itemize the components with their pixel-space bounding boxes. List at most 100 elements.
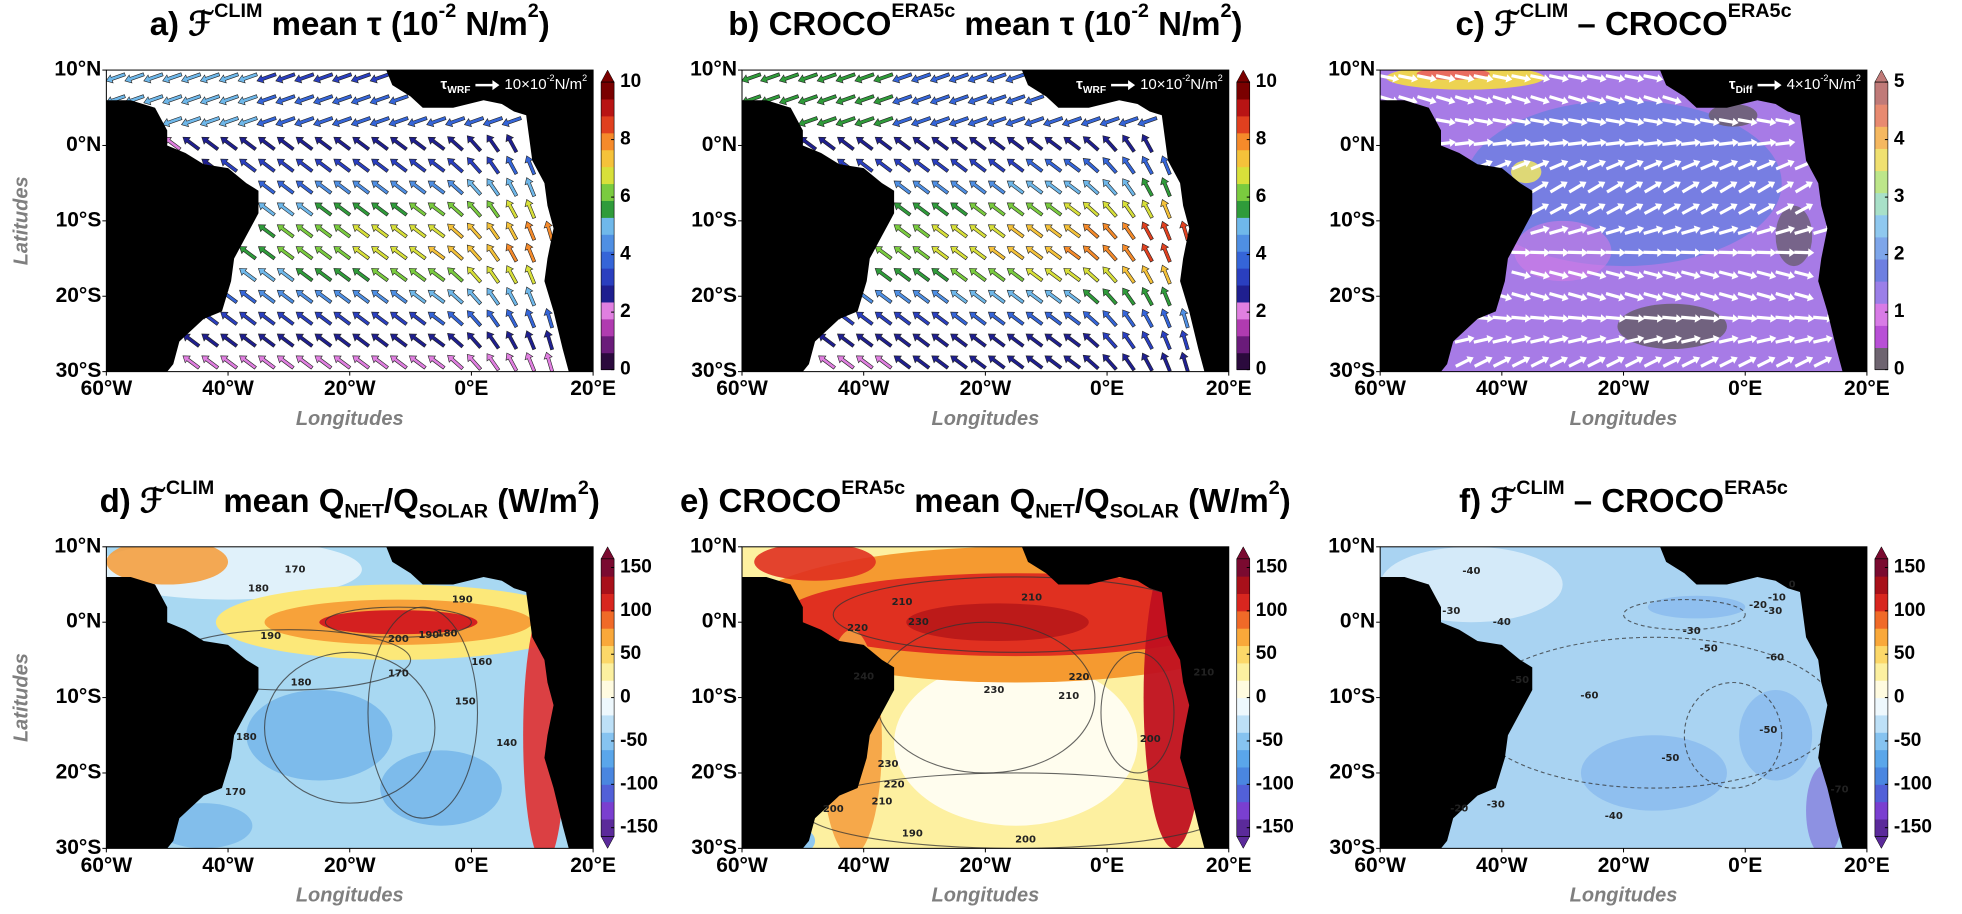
wind-arrow [1082, 201, 1100, 218]
wind-arrow [314, 268, 333, 283]
field-shading [1617, 303, 1727, 350]
contour-label: -30 [1487, 800, 1505, 811]
contour-label: -30 [1683, 626, 1701, 637]
wind-arrow [524, 220, 537, 241]
wind-arrow [1775, 225, 1795, 235]
wind-arrow [855, 136, 874, 151]
wind-arrow [1042, 116, 1064, 128]
colorbar-swatch [1236, 784, 1250, 803]
wind-arrow [1624, 314, 1645, 323]
wind-arrow [931, 136, 950, 151]
wind-arrow [874, 333, 893, 348]
colorbar-swatch [1236, 680, 1250, 699]
x-tick-label: 0°E [454, 854, 488, 877]
x-tick-label: 20°W [960, 377, 1012, 400]
x-tick-label: 20°E [570, 854, 616, 877]
wind-arrow [1737, 117, 1758, 127]
colorbar-swatch [601, 217, 615, 235]
colorbar-swatch [1874, 325, 1888, 349]
wind-arrow [543, 308, 555, 329]
wind-arrow [1662, 203, 1682, 215]
wind-arrow [950, 180, 968, 195]
wind-arrow [1102, 135, 1118, 153]
wind-arrow [1044, 333, 1063, 348]
wind-arrow [1586, 248, 1607, 257]
wind-arrow [1122, 287, 1136, 306]
contour-label: -30 [1764, 606, 1782, 617]
colorbar-tick-label: 0 [620, 687, 631, 708]
wind-arrow [257, 355, 276, 370]
wind-arrow [1548, 95, 1569, 105]
wind-arrow [948, 116, 969, 128]
wind-arrow [1605, 248, 1626, 257]
wind-arrow [912, 333, 931, 348]
colorbar-swatch [601, 285, 615, 303]
wind-arrow [162, 94, 183, 106]
x-tick-label: 60°W [716, 377, 768, 400]
wind-arrow [1025, 136, 1044, 151]
wind-arrow [276, 158, 295, 173]
panel-title: d) ℱCLIM mean QNET/QSOLAR (W/m2) [100, 477, 600, 523]
wind-arrow [1737, 270, 1758, 280]
text-part: ERA5c [891, 0, 955, 22]
wind-arrow [797, 72, 819, 84]
wind-arrow [1812, 334, 1833, 344]
wind-arrow [314, 289, 333, 304]
wind-arrow [1643, 95, 1663, 105]
wind-arrow [182, 136, 201, 151]
wind-arrow [486, 265, 501, 284]
colorbar-tick-label: 10 [620, 71, 641, 92]
wind-arrow [180, 72, 202, 84]
wind-arrow [929, 72, 951, 84]
wind-arrow [486, 178, 501, 197]
wind-arrow [1681, 159, 1701, 171]
wind-arrow [1813, 356, 1833, 368]
wind-arrow [1719, 181, 1738, 194]
wind-arrow [1160, 330, 1172, 351]
wind-arrow [463, 116, 485, 128]
wind-arrow [1718, 291, 1739, 302]
field-shading [106, 546, 229, 585]
y-tick-label: 10°S [691, 685, 737, 708]
colorbar-swatch [601, 115, 615, 134]
wind-arrow [1398, 74, 1418, 83]
wind-arrow [1662, 314, 1683, 323]
wind-arrow [1794, 225, 1814, 235]
text-part: ) [1280, 482, 1291, 519]
wind-arrow [969, 311, 987, 326]
wind-arrow [1473, 356, 1493, 368]
colorbar-tick-label: 6 [1256, 186, 1267, 207]
wind-arrow [257, 158, 276, 173]
x-axis-label: Longitudes [931, 408, 1039, 430]
wind-arrow [314, 355, 333, 370]
wind-arrow [1063, 268, 1082, 283]
wind-arrow [987, 333, 1006, 348]
colorbar-swatch [1236, 149, 1250, 168]
wind-arrow [447, 289, 464, 305]
wind-arrow [1549, 181, 1568, 194]
wind-arrow [524, 155, 537, 176]
colorbar-swatch [1874, 714, 1888, 733]
wind-arrow [447, 158, 464, 174]
x-tick-label: 0°E [1728, 377, 1762, 400]
wind-arrow [1756, 138, 1777, 147]
wind-arrow [1699, 291, 1720, 302]
wind-arrow [106, 72, 126, 84]
y-tick-label: 0°N [702, 610, 737, 633]
wind-arrow [1643, 334, 1664, 344]
wind-arrow [257, 333, 276, 348]
wind-arrow [294, 72, 315, 84]
wind-arrow [1006, 180, 1025, 195]
wind-arrow [874, 311, 893, 326]
wind-arrow [295, 289, 314, 304]
wind-arrow [352, 333, 371, 348]
wind-arrow [1681, 203, 1700, 215]
wind-arrow [486, 309, 501, 328]
land [106, 100, 259, 372]
wind-arrow [486, 156, 501, 175]
wind-arrow [482, 116, 504, 128]
colorbar-swatch [1236, 662, 1250, 681]
wind-arrow [931, 180, 950, 195]
wind-arrow [1699, 225, 1720, 235]
wind-arrow [257, 224, 276, 239]
